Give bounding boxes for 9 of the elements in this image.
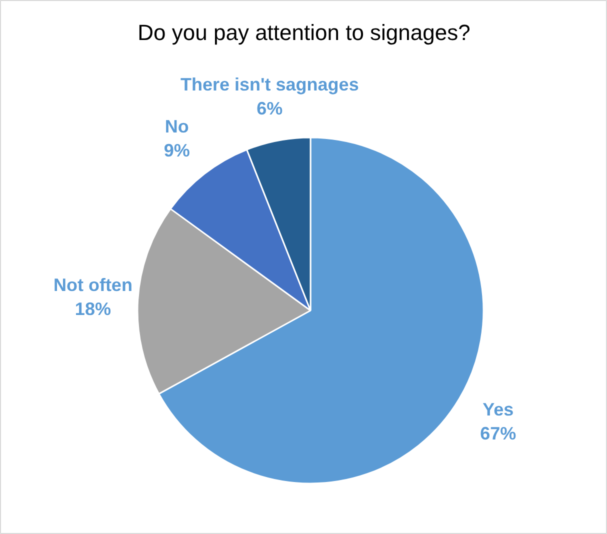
- data-label: 9%: [164, 140, 190, 160]
- slice-label: There isn't sagnages: [180, 74, 359, 94]
- data-label: 18%: [74, 298, 111, 319]
- chart-title: Do you pay attention to signages?: [138, 20, 470, 45]
- slice-label: Not often: [53, 274, 132, 295]
- data-label: 6%: [256, 98, 283, 118]
- slice-label: Yes: [482, 399, 514, 420]
- data-label: 67%: [480, 423, 516, 444]
- slice-label: No: [164, 116, 189, 136]
